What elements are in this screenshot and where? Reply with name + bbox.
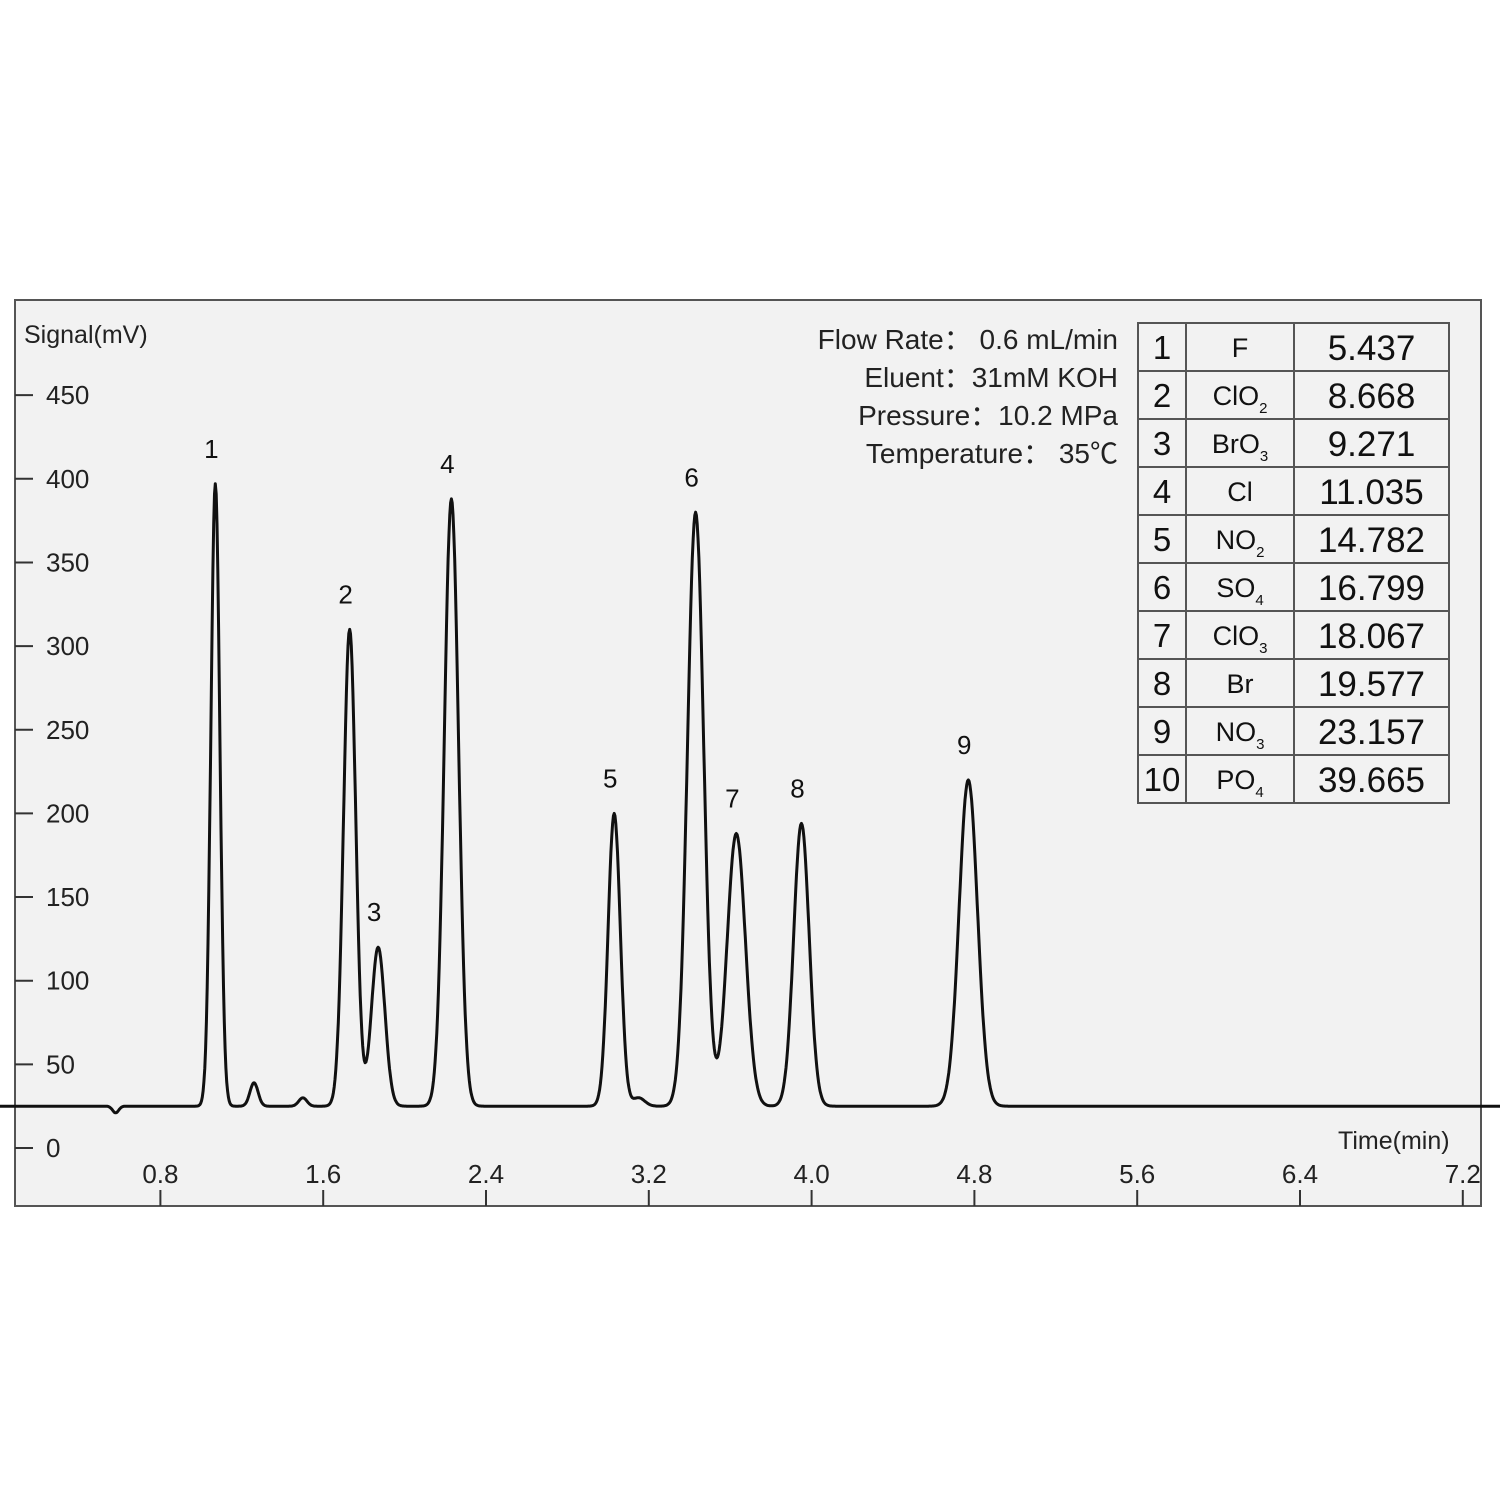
peak-label: 4	[440, 449, 454, 479]
table-cell-number: 3	[1153, 425, 1171, 462]
x-axis-label: Time(min)	[1338, 1127, 1450, 1155]
peak-labels: 12345678910	[204, 434, 971, 927]
y-tick-label: 0	[46, 1133, 60, 1163]
peak-label: 1	[204, 434, 218, 464]
table-cell-retention-time: 14.782	[1318, 521, 1425, 560]
table-cell-number: 8	[1153, 665, 1171, 702]
table-cell-retention-time: 11.035	[1319, 473, 1423, 512]
table-cell-ion: Cl	[1227, 477, 1253, 507]
peak-label: 9	[957, 730, 971, 760]
table-cell-retention-time: 19.577	[1318, 665, 1425, 704]
x-tick-label: 0.8	[142, 1159, 178, 1189]
table-cell-retention-time: 23.157	[1318, 713, 1425, 752]
x-axis: 0.81.62.43.24.04.85.66.47.28.0	[142, 1159, 1481, 1206]
chart-frame	[14, 299, 1482, 1207]
table-cell-number: 9	[1153, 713, 1171, 750]
table-cell-ion: Br	[1227, 669, 1254, 699]
table-cell-number: 5	[1153, 521, 1171, 558]
x-tick-label: 4.0	[794, 1159, 830, 1189]
peak-label: 7	[725, 783, 739, 813]
ion-subscript: 2	[1259, 400, 1267, 417]
peak-label: 6	[684, 462, 698, 492]
x-tick-label: 1.6	[305, 1159, 341, 1189]
table-cell-retention-time: 39.665	[1318, 761, 1425, 800]
peak-label: 8	[790, 773, 804, 803]
y-tick-label: 250	[46, 715, 89, 745]
table-cell-number: 2	[1153, 377, 1171, 414]
table-cell-retention-time: 18.067	[1318, 617, 1425, 656]
y-tick-label: 300	[46, 631, 89, 661]
x-tick-label: 7.2	[1445, 1159, 1481, 1189]
table-cell-retention-time: 16.799	[1318, 569, 1425, 608]
condition-line: Eluent：31mM KOH	[864, 362, 1118, 393]
y-tick-label: 200	[46, 798, 89, 828]
x-tick-label: 5.6	[1119, 1159, 1155, 1189]
y-tick-label: 150	[46, 882, 89, 912]
table-cell-retention-time: 5.437	[1328, 329, 1416, 368]
conditions-block: Flow Rate： 0.6 mL/min Eluent：31mM KOH Pres…	[818, 324, 1119, 469]
table-cell-number: 4	[1153, 473, 1171, 510]
peak-label: 3	[367, 897, 381, 927]
y-tick-label: 400	[46, 464, 89, 494]
y-axis-label: Signal(mV)	[24, 321, 148, 349]
y-tick-label: 450	[46, 380, 89, 410]
table-cell-ion: F	[1232, 333, 1249, 363]
ion-subscript: 4	[1255, 784, 1263, 801]
table-cell-number: 10	[1144, 761, 1181, 798]
condition-line: Temperature： 35℃	[866, 438, 1118, 469]
ion-subscript: 3	[1260, 448, 1268, 465]
ion-subscript: 2	[1256, 544, 1264, 561]
ion-subscript: 4	[1255, 592, 1263, 609]
ion-subscript: 3	[1259, 640, 1267, 657]
ion-subscript: 3	[1256, 736, 1264, 753]
x-tick-label: 3.2	[631, 1159, 667, 1189]
condition-line: Flow Rate： 0.6 mL/min	[818, 324, 1118, 355]
chromatogram-trace	[0, 482, 1500, 1115]
table-cell-number: 7	[1153, 617, 1171, 654]
y-tick-label: 100	[46, 966, 89, 996]
peak-label: 5	[603, 763, 617, 793]
table-cell-number: 6	[1153, 569, 1171, 606]
peak-label: 2	[338, 579, 352, 609]
x-tick-label: 4.8	[956, 1159, 992, 1189]
condition-line: Pressure：10.2 MPa	[858, 400, 1118, 431]
y-tick-label: 350	[46, 547, 89, 577]
y-axis: 0 50 100 150 200 250 300 350 400 450	[15, 380, 89, 1163]
y-tick-label: 50	[46, 1049, 75, 1079]
table-cell-retention-time: 9.271	[1328, 425, 1416, 464]
x-tick-label: 6.4	[1282, 1159, 1318, 1189]
x-tick-label: 2.4	[468, 1159, 504, 1189]
table-cell-retention-time: 8.668	[1328, 377, 1416, 416]
table-cell-number: 1	[1153, 329, 1171, 366]
